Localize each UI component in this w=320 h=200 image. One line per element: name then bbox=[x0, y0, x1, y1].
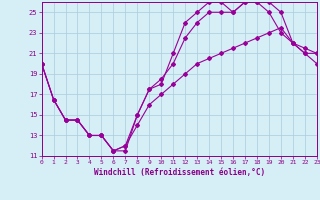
X-axis label: Windchill (Refroidissement éolien,°C): Windchill (Refroidissement éolien,°C) bbox=[94, 168, 265, 177]
